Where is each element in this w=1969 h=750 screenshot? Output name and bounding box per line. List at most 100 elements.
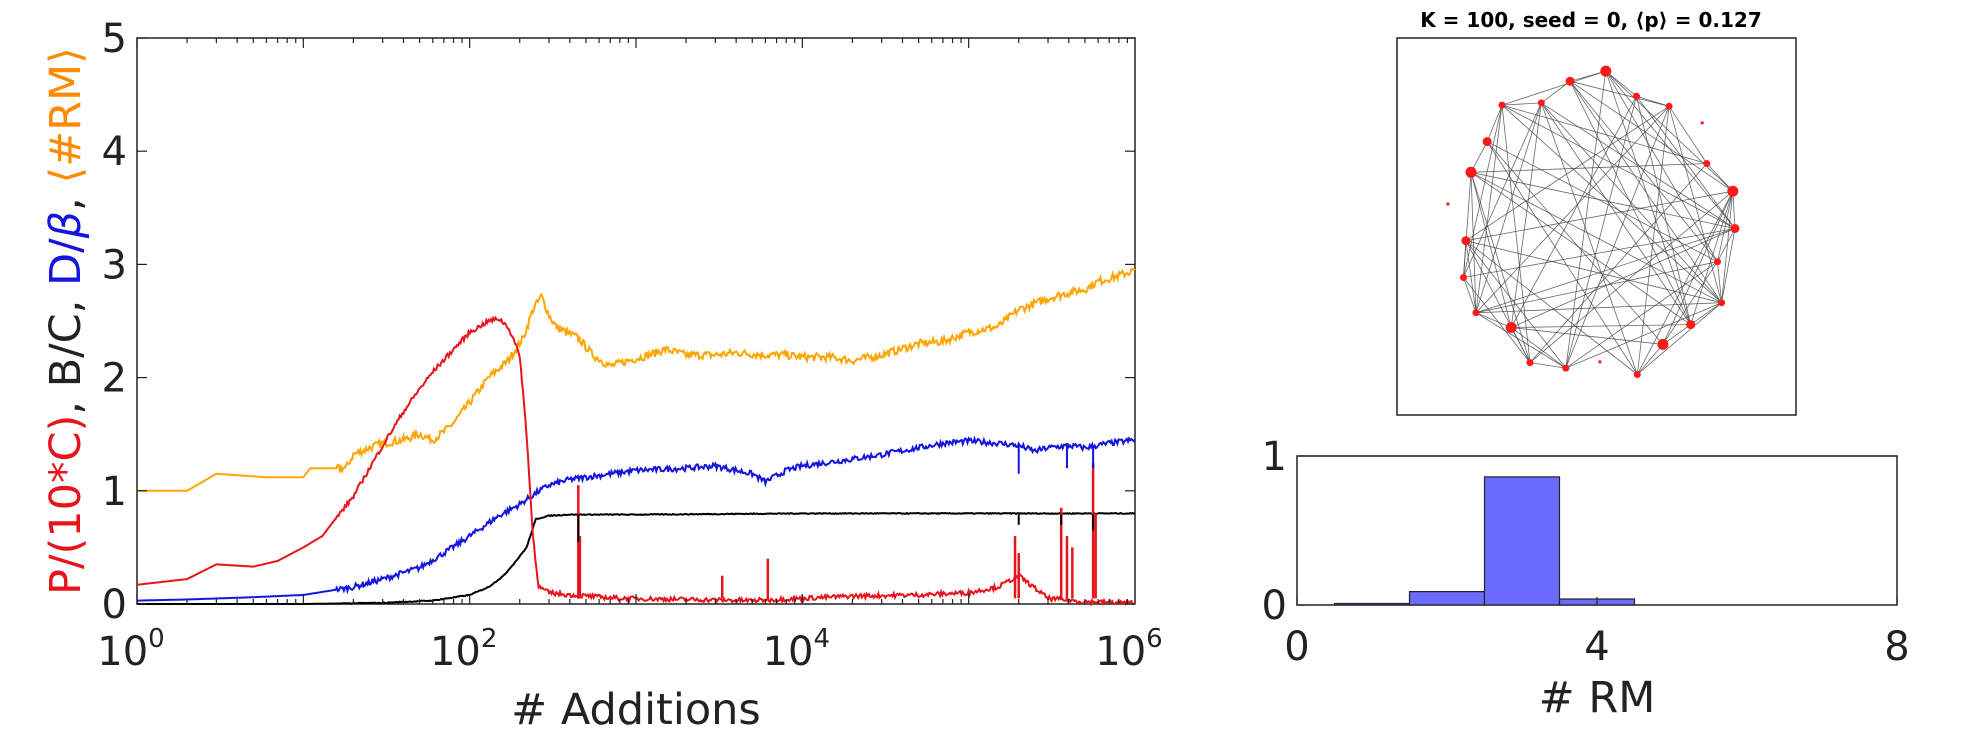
network-node (1714, 258, 1721, 266)
rm-histogram: 0 4 8 01 # RM (1262, 434, 1910, 723)
network-edge (1529, 163, 1708, 363)
network-edge (1486, 141, 1638, 375)
network-edge (1463, 228, 1736, 278)
network-edge (1463, 172, 1472, 278)
histogram-bar (1483, 476, 1561, 606)
network-edge (1501, 104, 1722, 303)
network-edges (1463, 70, 1736, 375)
network-node (1565, 76, 1575, 86)
histogram-bar (1333, 602, 1411, 606)
network-nodes (1446, 65, 1740, 378)
network-edge (1565, 106, 1670, 369)
network-edge (1721, 191, 1734, 303)
x-tick-label: 102 (430, 624, 497, 675)
network-node (1633, 92, 1640, 100)
network-edge (1511, 324, 1691, 328)
y-tick-label: 2 (102, 356, 127, 402)
network-edge (1470, 163, 1707, 173)
left-plot-frame (136, 37, 1136, 605)
network-edge (1565, 302, 1722, 369)
series-line-rm (137, 267, 1136, 492)
network-edge (1565, 71, 1607, 369)
left-x-ticks: 100 102 104 106 (97, 38, 1163, 675)
network-edge (1475, 312, 1567, 369)
histogram-y-ticks: 01 (1262, 434, 1305, 629)
network-edge (1529, 362, 1566, 369)
histogram-x-ticks: 0 4 8 (1284, 597, 1910, 670)
network-edge (1636, 344, 1664, 375)
histogram-bar (1408, 590, 1486, 606)
left-x-axis-label: # Additions (511, 685, 761, 735)
network-edge (1569, 80, 1718, 262)
network-edge (1463, 277, 1531, 363)
network-edge (1465, 105, 1670, 242)
network-node (1465, 166, 1477, 178)
network-edge (1465, 190, 1733, 242)
network-edge (1605, 70, 1734, 192)
network-edge (1570, 80, 1670, 107)
left-y-ticks: 0 1 2 3 4 5 (102, 16, 1135, 628)
network-edge (1690, 302, 1722, 325)
histogram-y-tick-label: 0 (1262, 583, 1287, 629)
network-edge (1605, 70, 1637, 97)
network-node (1562, 364, 1570, 372)
network-edge (1605, 70, 1736, 229)
network-edge (1486, 104, 1503, 142)
x-tick-label: 100 (97, 624, 164, 675)
y-tick-label: 0 (102, 582, 127, 628)
network-edge (1487, 141, 1718, 263)
network-node (1537, 99, 1545, 107)
network-node (1461, 236, 1471, 246)
network-node (1727, 185, 1739, 197)
network-node (1526, 359, 1534, 367)
network-edge (1501, 102, 1542, 106)
network-edge (1475, 312, 1512, 328)
network-edge (1501, 70, 1606, 106)
network-node (1730, 224, 1740, 233)
network-title: K = 100, seed = 0, ⟨p⟩ = 0.127 (1420, 8, 1762, 32)
y-tick-label: 5 (102, 16, 127, 62)
network-node (1700, 121, 1704, 125)
network-edge (1501, 105, 1531, 363)
network-edge (1690, 191, 1734, 325)
network-edge (1636, 95, 1736, 229)
network-edge (1569, 70, 1606, 82)
network-node (1665, 102, 1673, 110)
histogram-x-axis-label: # RM (1539, 673, 1656, 723)
network-edge (1475, 106, 1670, 314)
network-edge (1475, 228, 1736, 314)
network-node (1460, 274, 1467, 281)
network-edge (1662, 324, 1691, 345)
network-edge (1732, 191, 1736, 229)
network-edge (1470, 172, 1512, 328)
network-edge (1540, 102, 1638, 375)
additions-line-chart: 100 102 104 106 0 1 2 3 4 5 # Additions P/(10*C)… (41, 16, 1163, 735)
y-tick-label: 4 (102, 129, 127, 175)
network-node (1686, 320, 1696, 330)
y-tick-label: 3 (102, 242, 127, 288)
y-tick-label: 1 (102, 469, 127, 515)
network-edge (1668, 106, 1722, 303)
histogram-x-tick-label: 0 (1284, 624, 1309, 670)
network-edge (1540, 102, 1692, 325)
network-node (1472, 309, 1480, 317)
network-node (1505, 322, 1517, 333)
network-node (1498, 101, 1506, 109)
network-edge (1501, 104, 1736, 229)
network-edge (1463, 277, 1477, 313)
network-edge (1706, 163, 1734, 192)
network-node (1446, 202, 1450, 206)
network-edge (1486, 141, 1664, 345)
network-node (1657, 338, 1669, 350)
network-node (1482, 137, 1492, 147)
histogram-x-tick-label: 4 (1584, 624, 1609, 670)
network-edge (1721, 228, 1736, 303)
histogram-x-tick-label: 8 (1884, 624, 1909, 670)
network-edge (1470, 171, 1691, 325)
network-edge (1510, 96, 1637, 328)
network-edge (1465, 240, 1477, 313)
network-node (1633, 371, 1641, 378)
network-edge (1510, 327, 1567, 369)
network-edge (1529, 190, 1734, 363)
